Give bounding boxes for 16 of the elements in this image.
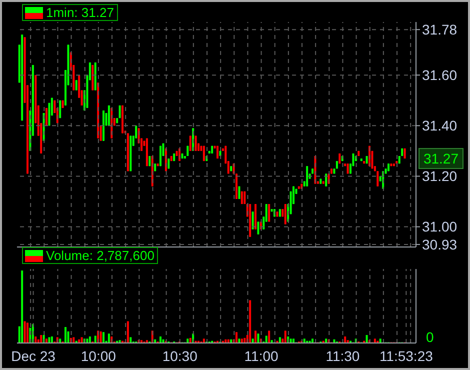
legend-label: Volume: 2,787,600 (46, 248, 154, 263)
x-tick-label: 11:53:23 (379, 348, 434, 364)
y-tick-label: 31.40 (422, 118, 458, 134)
legend-label: 1min: 31.27 (46, 5, 114, 20)
x-tick-label: 10:00 (80, 348, 116, 364)
x-tick-label: 10:30 (162, 348, 198, 364)
y-tick-label: 31.20 (422, 168, 458, 184)
y-tick-label: 31.60 (422, 67, 458, 84)
x-tick-label: 11:30 (326, 348, 360, 364)
y-tick-label: 30.93 (422, 236, 458, 252)
x-tick-label: 11:00 (244, 348, 278, 364)
y-tick-label: 31.00 (422, 218, 458, 235)
y-tick-label: 31.78 (422, 22, 458, 38)
annotation: 31.27 (423, 150, 459, 167)
text: 0 (426, 329, 434, 345)
x-tick-label: Dec 23 (11, 348, 56, 364)
